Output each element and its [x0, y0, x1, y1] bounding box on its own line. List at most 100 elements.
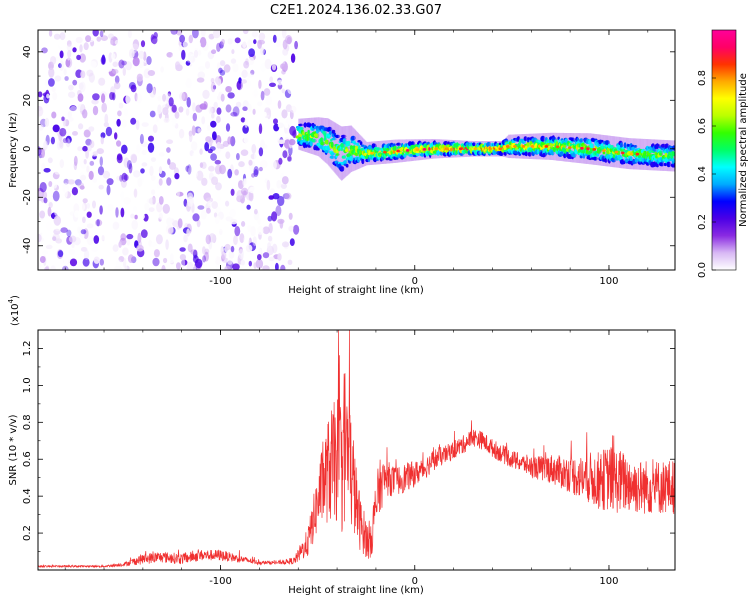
heatmap-noise-cell [236, 80, 243, 91]
heatmap-noise-cell [114, 132, 118, 140]
heatmap-noise-cell [144, 202, 150, 211]
heatmap-noise-cell [252, 86, 259, 95]
heatmap-noise-cell [238, 161, 245, 168]
heatmap-noise-cell [105, 126, 113, 137]
heatmap-band-halo [341, 126, 344, 180]
heatmap-noise-cell [162, 203, 170, 214]
heatmap-noise-cell [225, 123, 231, 132]
heatmap-noise-cell [243, 190, 247, 198]
heatmap-noise-cell [220, 93, 225, 102]
heatmap-band-cell [620, 143, 624, 148]
heatmap-noise-cell [111, 53, 116, 60]
heatmap-noise-cell [224, 265, 231, 270]
heatmap-noise-cell [242, 41, 247, 48]
heatmap-noise-cell [280, 264, 286, 270]
heatmap-noise-cell [158, 166, 163, 175]
heatmap-noise-cell [212, 30, 221, 39]
heatmap-noise-cell [104, 113, 109, 125]
heatmap-noise-cell [72, 79, 78, 86]
heatmap-noise-cell [213, 253, 217, 262]
heatmap-noise-cell [100, 136, 105, 145]
heatmap-noise-cell [137, 232, 142, 244]
heatmap-noise-cell [52, 124, 60, 133]
heatmap-noise-cell [278, 228, 284, 236]
heatmap-noise-cell [187, 164, 192, 175]
heatmap-noise-cell [125, 61, 132, 71]
heatmap-band-cell [623, 142, 627, 149]
heatmap-noise-cell [86, 69, 94, 77]
heatmap-noise-cell [252, 108, 256, 115]
heatmap-noise-cell [64, 76, 69, 81]
heatmap-noise-cell [277, 139, 285, 145]
heatmap-noise-cell [41, 47, 48, 54]
heatmap-noise-cell [146, 183, 154, 188]
heatmap-noise-cell [158, 196, 164, 205]
heatmap-noise-cell [48, 181, 53, 187]
heatmap-noise-cell [67, 179, 76, 185]
heatmap-noise-cell [147, 70, 156, 76]
heatmap-noise-cell [186, 261, 194, 270]
heatmap-band-halo [317, 117, 319, 156]
heatmap-noise-cell [238, 178, 243, 186]
heatmap-noise-cell [87, 144, 92, 152]
heatmap-noise-cell [163, 257, 168, 264]
heatmap-noise-cell [74, 179, 82, 186]
snr-frame [37, 329, 676, 571]
heatmap-band-cell [307, 129, 311, 135]
heatmap-noise-cell [196, 170, 204, 181]
heatmap-noise-cell [50, 54, 56, 64]
heatmap-band-halo [342, 126, 345, 180]
heatmap-noise-cell [118, 59, 125, 69]
heatmap-noise-cell [79, 44, 83, 53]
heatmap-band-cell [353, 142, 357, 145]
heatmap-noise-cell [58, 40, 65, 48]
heatmap-noise-cell [91, 247, 99, 252]
heatmap-band-cell [303, 122, 307, 128]
heatmap-noise-cell [88, 170, 94, 180]
heatmap-noise-cell [249, 186, 256, 194]
heatmap-noise-cell [43, 140, 48, 150]
heatmap-noise-cell [50, 265, 56, 270]
heatmap-noise-cell [120, 191, 125, 200]
heatmap-noise-cell [281, 109, 288, 119]
heatmap-noise-cell [133, 170, 141, 178]
heatmap-noise-cell [242, 30, 249, 35]
heatmap-noise-cell [262, 226, 270, 235]
heatmap-noise-cell [272, 193, 280, 200]
heatmap-noise-cell [106, 65, 113, 72]
heatmap-noise-cell [250, 69, 255, 76]
heatmap-band-cell [646, 145, 650, 151]
heatmap-noise-cell [292, 130, 297, 138]
heatmap-noise-cell [276, 38, 281, 48]
heatmap-band-cell [359, 141, 363, 146]
heatmap-noise-cell [130, 84, 137, 93]
heatmap-noise-cell [73, 155, 78, 166]
heatmap-noise-cell [95, 219, 103, 227]
heatmap-noise-cell [215, 182, 222, 191]
heatmap-noise-cell [151, 35, 158, 45]
heatmap-noise-cell [122, 257, 127, 268]
heatmap-noise-cell [191, 125, 196, 136]
heatmap-hot-spot [635, 152, 640, 156]
heatmap-noise-cell [68, 248, 76, 255]
heatmap-noise-cell [224, 243, 231, 251]
heatmap-noise-cell [140, 141, 148, 148]
heatmap-noise-cell [132, 39, 140, 50]
heatmap-noise-cell [294, 40, 298, 50]
heatmap-noise-cell [230, 245, 235, 253]
heatmap-hot-spot [458, 147, 463, 151]
heatmap-noise-cell [249, 113, 257, 123]
heatmap-noise-cell [46, 93, 50, 99]
heatmap-noise-cell [211, 112, 215, 119]
heatmap-noise-cell [188, 131, 193, 143]
heatmap-noise-cell [48, 202, 53, 208]
heatmap-noise-cell [201, 177, 208, 186]
heatmap-noise-cell [271, 211, 278, 222]
heatmap-noise-cell [192, 112, 197, 122]
heatmap-noise-cell [244, 117, 249, 128]
heatmap-noise-cell [78, 82, 84, 90]
heatmap-noise-cell [210, 120, 217, 128]
heatmap-noise-cell [185, 108, 190, 116]
heatmap-noise-cell [196, 188, 202, 195]
heatmap-noise-cell [267, 235, 273, 242]
